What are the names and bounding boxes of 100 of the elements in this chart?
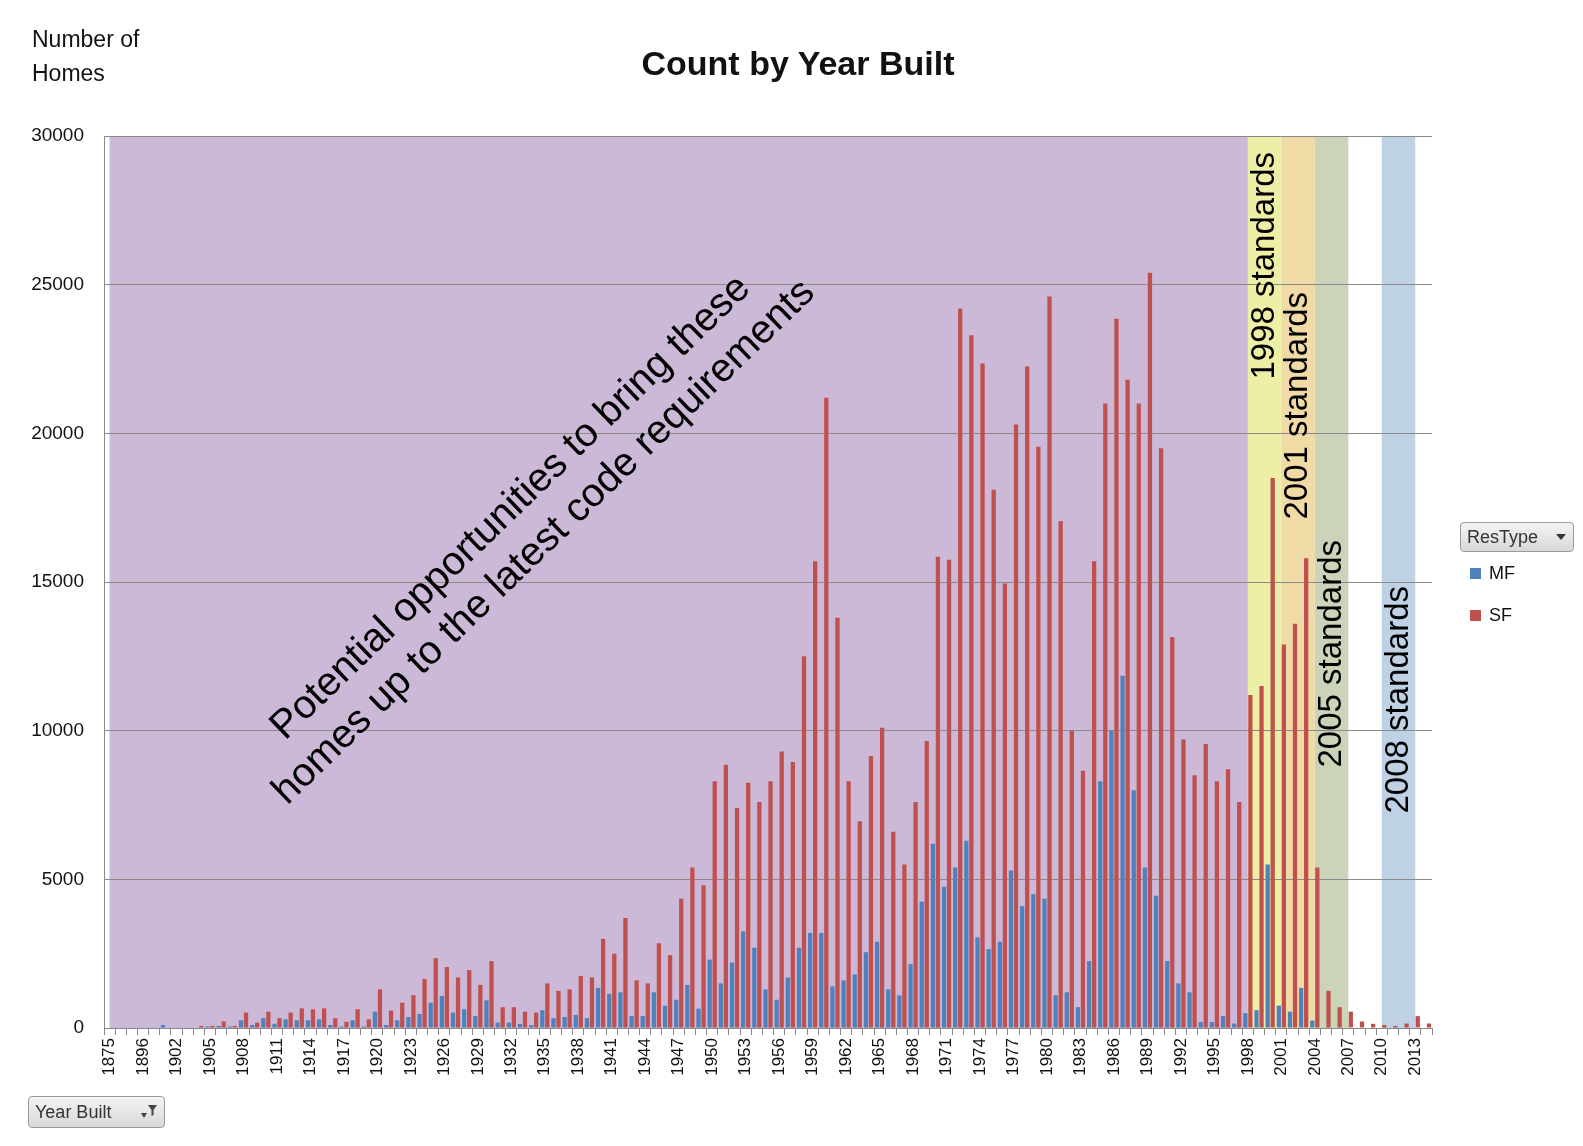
band-label: 2005 standards	[1310, 540, 1348, 768]
bar	[283, 1019, 288, 1028]
bar	[305, 1020, 311, 1028]
bar	[1326, 990, 1331, 1028]
bar	[1131, 790, 1136, 1028]
bar	[701, 885, 706, 1028]
bar	[495, 1022, 500, 1028]
x-tick-label: 1908	[233, 1038, 253, 1076]
bar	[540, 1010, 545, 1028]
bar	[261, 1018, 266, 1028]
bar	[975, 937, 980, 1028]
bar	[250, 1025, 255, 1028]
bar	[852, 974, 857, 1028]
x-tick-label: 2007	[1337, 1038, 1357, 1076]
bar	[846, 781, 851, 1028]
x-tick-label: 1947	[668, 1038, 688, 1076]
x-tick-label: 1875	[99, 1038, 119, 1076]
bar	[511, 1007, 516, 1028]
bar	[1020, 906, 1025, 1028]
bar	[1382, 1025, 1387, 1028]
bar	[400, 1002, 405, 1028]
bar	[1025, 366, 1030, 1028]
x-tick-label: 1977	[1003, 1038, 1023, 1076]
bar	[607, 993, 612, 1028]
bar	[299, 1008, 304, 1028]
bar	[807, 932, 813, 1028]
bar	[1147, 272, 1153, 1028]
x-axis-title: Year Built	[35, 1101, 112, 1123]
bar	[1114, 318, 1119, 1028]
bar	[1053, 995, 1058, 1028]
bar	[768, 781, 773, 1028]
bar	[556, 990, 561, 1028]
bar	[1098, 781, 1103, 1028]
x-tick-label: 1932	[501, 1038, 521, 1076]
bar	[634, 980, 639, 1028]
bar	[924, 741, 929, 1028]
bar	[1259, 686, 1264, 1028]
bar	[1304, 558, 1309, 1028]
y-axis-title: Number of Homes	[32, 25, 141, 88]
bar	[388, 1010, 394, 1028]
y-tick-label: 5000	[41, 867, 84, 889]
bar	[941, 886, 947, 1028]
x-tick-label: 1965	[869, 1038, 889, 1076]
bar	[930, 843, 936, 1028]
bar	[1359, 1021, 1365, 1028]
bar	[902, 864, 907, 1028]
x-tick-label: 1950	[701, 1038, 721, 1076]
x-tick-label: 1959	[802, 1038, 822, 1076]
bar	[584, 1018, 590, 1028]
x-tick-label: 1992	[1170, 1038, 1190, 1076]
bar	[294, 1020, 299, 1028]
chart-title: Count by Year Built	[641, 44, 955, 82]
x-tick-label: 1929	[467, 1038, 487, 1076]
y-tick-label: 20000	[31, 421, 84, 443]
bar	[1315, 867, 1320, 1028]
bar	[1181, 739, 1186, 1028]
bar	[372, 1011, 378, 1028]
bar	[980, 363, 985, 1028]
bar	[573, 1014, 578, 1028]
bar	[439, 995, 444, 1028]
bar	[500, 1007, 505, 1028]
bar	[333, 1018, 338, 1028]
bar	[422, 978, 427, 1028]
bar	[1080, 770, 1086, 1028]
x-tick-label: 1935	[534, 1038, 554, 1076]
bar	[1153, 895, 1159, 1028]
bar	[1058, 521, 1063, 1028]
bar	[433, 958, 438, 1028]
bar	[1299, 987, 1304, 1028]
bar	[645, 983, 650, 1028]
bar	[450, 1012, 456, 1028]
bar	[288, 1012, 293, 1028]
bar	[801, 656, 807, 1028]
bar	[857, 821, 862, 1028]
bar	[1013, 424, 1019, 1028]
bar	[529, 1025, 534, 1028]
bar	[1125, 379, 1130, 1028]
bar	[1220, 1016, 1226, 1028]
bar	[321, 1008, 327, 1028]
bar	[1348, 1011, 1353, 1028]
bar	[835, 617, 840, 1028]
x-tick-label: 1920	[367, 1038, 387, 1076]
bar	[790, 761, 795, 1028]
bar	[1281, 644, 1286, 1028]
x-tick-label: 1911	[266, 1038, 286, 1075]
x-tick-label: 2013	[1404, 1038, 1424, 1076]
bar	[913, 802, 918, 1028]
x-tick-label: 1953	[735, 1038, 755, 1076]
x-tick-label: 1986	[1103, 1038, 1123, 1076]
bar	[377, 989, 383, 1028]
bar	[455, 977, 461, 1028]
bar	[417, 1014, 422, 1028]
band-label: 2008 standards	[1377, 586, 1415, 814]
bar	[662, 1005, 668, 1028]
bar	[600, 938, 606, 1028]
bar	[266, 1011, 271, 1028]
bar	[395, 1020, 400, 1028]
bar	[1203, 744, 1208, 1028]
bar	[696, 1008, 701, 1028]
bar	[618, 992, 623, 1028]
